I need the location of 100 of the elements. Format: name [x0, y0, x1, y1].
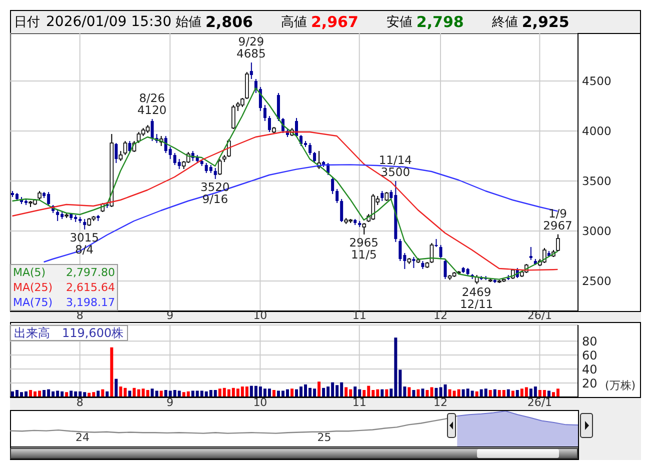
- bar: [132, 388, 136, 397]
- bar: [186, 391, 190, 397]
- candlestick: [362, 222, 366, 235]
- bar: [470, 390, 474, 397]
- bar: [286, 389, 289, 397]
- bar: [556, 388, 560, 397]
- bar: [110, 347, 114, 397]
- bar: [272, 390, 276, 397]
- y-tick-label: 80: [582, 334, 598, 348]
- annotation: 11/14 3500: [378, 153, 412, 179]
- x-tick-label: 25: [317, 430, 332, 444]
- bar: [493, 389, 496, 397]
- candlestick: [313, 152, 316, 164]
- annotation: 8/26 4120: [137, 91, 167, 117]
- candlestick: [331, 176, 334, 194]
- bar: [516, 390, 519, 397]
- text: 安値: [386, 14, 412, 31]
- x-tick-label: 24: [76, 430, 90, 444]
- candlestick: [380, 190, 384, 202]
- text: 日付: [14, 14, 40, 31]
- text: 2,798: [416, 13, 464, 31]
- candlestick: [336, 188, 339, 204]
- candlestick: [254, 78, 258, 94]
- bar: [268, 388, 271, 397]
- x-tick-label: 11: [352, 308, 366, 322]
- bar: [318, 382, 321, 397]
- bar: [354, 386, 357, 397]
- y-tick-label: 40: [582, 362, 598, 376]
- candlestick: [231, 104, 236, 130]
- bar: [524, 387, 528, 397]
- chart-title: 出来高 119,600株: [10, 325, 128, 341]
- candlestick: [263, 104, 266, 122]
- bar: [155, 390, 158, 397]
- candlestick: [56, 210, 60, 222]
- annotation: 1/9 2967: [543, 206, 572, 232]
- candlestick: [114, 142, 118, 164]
- text: MA(25) 2,615.64: [13, 281, 115, 294]
- bar: [362, 390, 366, 397]
- candlestick: [150, 118, 154, 142]
- x-tick-label: 26/1: [527, 308, 552, 322]
- candlestick: [123, 140, 128, 156]
- bar: [408, 387, 411, 397]
- y-tick-label: 4500: [582, 74, 612, 88]
- y-tick-label: 20: [582, 376, 598, 390]
- bar: [65, 392, 68, 397]
- bar: [385, 389, 388, 397]
- bar: [245, 386, 248, 397]
- bar: [511, 390, 514, 397]
- candlestick: [218, 158, 222, 176]
- y-tick-label: 2500: [582, 274, 612, 288]
- bar: [444, 384, 447, 397]
- bar: [457, 389, 460, 397]
- candlestick: [412, 256, 416, 268]
- text: 2026/01/09 15:30: [46, 14, 172, 30]
- bar: [214, 390, 217, 397]
- bar: [506, 389, 510, 397]
- text: MA(5) 2,797.80: [13, 266, 115, 279]
- bar: [106, 391, 109, 397]
- bar: [475, 391, 478, 397]
- bar: [101, 389, 104, 397]
- bar: [322, 388, 326, 397]
- candlestick: [529, 246, 532, 260]
- x-tick-label: 8: [76, 396, 84, 409]
- text: 始値: [176, 14, 202, 31]
- text: MA(75) 3,198.17: [13, 296, 115, 309]
- bar: [488, 390, 492, 397]
- bar: [29, 390, 32, 397]
- bar: [502, 390, 506, 397]
- text: 高値: [280, 14, 307, 31]
- candlestick: [128, 140, 132, 154]
- bar: [484, 388, 488, 397]
- text: 終値: [492, 14, 518, 31]
- candlestick: [444, 260, 447, 280]
- text: 2,967: [310, 13, 358, 31]
- candlestick: [439, 244, 442, 260]
- x-tick-label: 12: [434, 308, 448, 322]
- bar: [128, 390, 132, 397]
- candlestick: [214, 168, 217, 180]
- x-tick-label: 12: [434, 396, 448, 409]
- candlestick: [556, 234, 560, 252]
- bar: [290, 388, 294, 397]
- bar: [42, 390, 46, 397]
- x-tick-label: 10: [253, 308, 268, 322]
- bar: [434, 388, 438, 397]
- bar: [542, 390, 546, 397]
- annotation: 2965 11/5: [349, 236, 379, 262]
- candlestick: [118, 150, 123, 162]
- candlestick: [340, 198, 344, 222]
- x-tick-label: 9: [166, 396, 174, 409]
- text: 2,925: [522, 13, 570, 31]
- x-tick-label: 8: [76, 308, 84, 322]
- annotation: 3520 9/16: [200, 180, 230, 206]
- candlestick: [258, 86, 262, 112]
- bar: [160, 390, 163, 397]
- bar: [426, 390, 429, 397]
- y-tick-label: 60: [582, 348, 598, 362]
- y-tick-label: 3000: [582, 224, 612, 238]
- bar: [70, 390, 73, 397]
- bar: [547, 390, 550, 397]
- candlestick: [83, 218, 86, 230]
